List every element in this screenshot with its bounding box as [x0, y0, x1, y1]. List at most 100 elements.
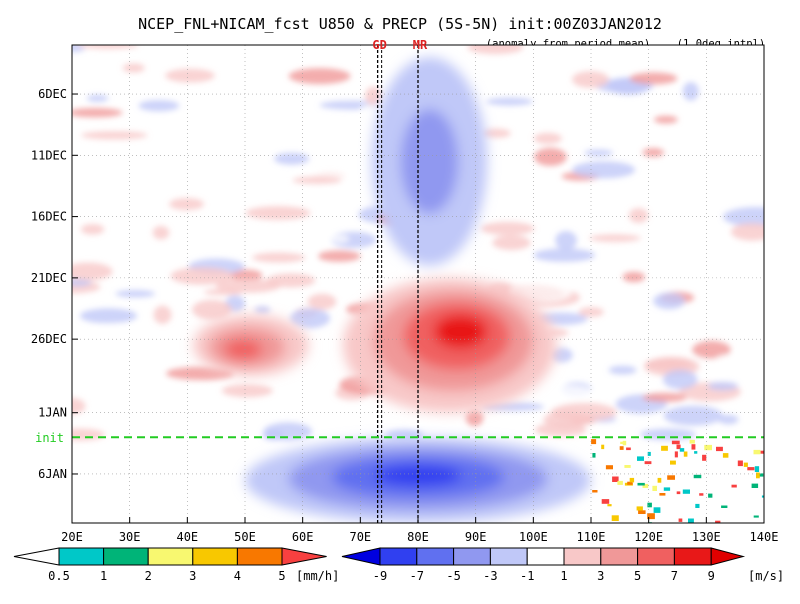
- anomaly-cell: [72, 45, 86, 52]
- precip-legend-swatch: [192, 547, 238, 566]
- u850-legend-swatch: [600, 547, 639, 566]
- u850-legend-label: -7: [410, 569, 424, 583]
- anomaly-cell: [533, 248, 595, 263]
- anomaly-cell: [167, 119, 201, 135]
- plot-overlays: [72, 45, 764, 523]
- anomaly-cell: [544, 385, 596, 403]
- u850-legend: -9 -7 -5 -3 -1 1 3 5 7 9 [m/s]: [341, 547, 784, 583]
- precipitation-cell: [647, 451, 651, 456]
- u850-legend-swatch: [379, 547, 418, 566]
- y-tick-label: 6DEC: [38, 87, 67, 101]
- anomaly-cell: [534, 147, 567, 166]
- x-tick-label: 60E: [292, 530, 314, 544]
- precipitation-cell: [622, 440, 627, 446]
- anomaly-cell: [727, 262, 758, 272]
- precip-legend-label: 5: [278, 569, 285, 583]
- anomaly-cell: [330, 235, 350, 243]
- precipitation-cell: [737, 460, 743, 467]
- anomaly-cell: [79, 308, 138, 324]
- anomaly-cell: [718, 414, 739, 425]
- precipitation-cell: [683, 451, 688, 457]
- precip-legend-label: 4: [234, 569, 241, 583]
- u850-legend-label: -3: [483, 569, 497, 583]
- precipitation-cell: [758, 473, 764, 477]
- anomaly-cell: [628, 208, 649, 223]
- precip-legend-low-triangle: [13, 547, 60, 566]
- precipitation-cell: [760, 450, 764, 454]
- anomaly-cell: [589, 234, 641, 242]
- u850-legend-swatch: [637, 547, 675, 566]
- precipitation-cell: [611, 515, 619, 521]
- precipitation-cell: [661, 445, 668, 451]
- x-tick-label: 130E: [692, 530, 721, 544]
- x-tick-label: 50E: [234, 530, 256, 544]
- anomaly-cell: [622, 271, 646, 283]
- marker-label-gd: GD: [372, 38, 386, 52]
- precipitation-cell: [743, 462, 748, 467]
- y-tick-label: 1JAN: [38, 406, 67, 420]
- precipitation-cell: [653, 507, 661, 513]
- anomaly-cell: [534, 263, 597, 273]
- precipitation-cell: [747, 467, 755, 471]
- precipitation-cell: [708, 493, 713, 498]
- precip-legend-swatch: [147, 547, 194, 566]
- anomaly-cell: [72, 262, 113, 281]
- precipitation-cell: [642, 483, 649, 488]
- precipitation-cell: [721, 505, 728, 508]
- anomaly-cell: [535, 422, 587, 437]
- anomaly-cell: [289, 308, 331, 329]
- anomaly-cell: [365, 86, 382, 106]
- x-tick-label: 120E: [634, 530, 663, 544]
- u850-legend-swatch: [453, 547, 491, 566]
- precipitation-cell: [601, 499, 610, 504]
- precipitation-cell: [761, 495, 764, 498]
- precipitation-cell: [753, 515, 759, 518]
- anomaly-cell: [730, 223, 764, 241]
- u850-legend-label: -5: [446, 569, 460, 583]
- precipitation-cell: [682, 489, 690, 494]
- anomaly-cell: [115, 290, 156, 298]
- anomaly-cell: [640, 428, 696, 441]
- anomaly-cell: [642, 148, 665, 157]
- precipitation-cell: [601, 444, 605, 450]
- anomaly-cell: [663, 405, 723, 426]
- anomaly-contour-band: [433, 314, 488, 349]
- anomaly-cell: [657, 145, 696, 157]
- precipitation-cell: [688, 518, 694, 523]
- u850-legend-high-triangle: [710, 547, 746, 566]
- anomaly-cell: [592, 385, 652, 393]
- precipitation-cell: [670, 460, 676, 465]
- precipitation-cell: [667, 475, 675, 480]
- precipitation-cell: [715, 520, 721, 523]
- precip-legend-label: 1: [100, 569, 107, 583]
- anomaly-cell: [229, 269, 263, 281]
- anomaly-cell: [533, 132, 562, 144]
- precipitation-cell: [679, 448, 685, 452]
- u850-legend-swatch: [563, 547, 602, 566]
- anomaly-cell: [72, 428, 105, 441]
- anomaly-cell: [251, 252, 306, 263]
- x-tick-label: 70E: [349, 530, 371, 544]
- precipitation-cell: [695, 503, 700, 508]
- anomaly-cell: [169, 198, 205, 211]
- anomaly-cell: [629, 72, 678, 85]
- anomaly-cell: [662, 369, 698, 390]
- anomaly-contour-band: [400, 109, 459, 214]
- feature-layer: [193, 57, 591, 523]
- precip-legend-label: 2: [145, 569, 152, 583]
- init-label: init: [35, 431, 64, 445]
- anomaly-cell: [608, 365, 637, 375]
- anomaly-cell: [81, 131, 148, 140]
- precipitation-cell: [592, 490, 598, 493]
- anomaly-cell: [72, 334, 117, 354]
- u850-legend-label: -9: [373, 569, 387, 583]
- precipitation-cell: [592, 453, 596, 458]
- anomaly-cell: [274, 152, 310, 165]
- precip-legend-label: 0.5: [48, 569, 70, 583]
- anomaly-cell: [572, 161, 636, 179]
- precipitation-cell: [691, 444, 696, 450]
- y-tick-label: 26DEC: [31, 332, 67, 346]
- precipitation-cell: [624, 465, 631, 468]
- anomaly-cell: [266, 273, 316, 288]
- precipitation-cell: [644, 461, 652, 465]
